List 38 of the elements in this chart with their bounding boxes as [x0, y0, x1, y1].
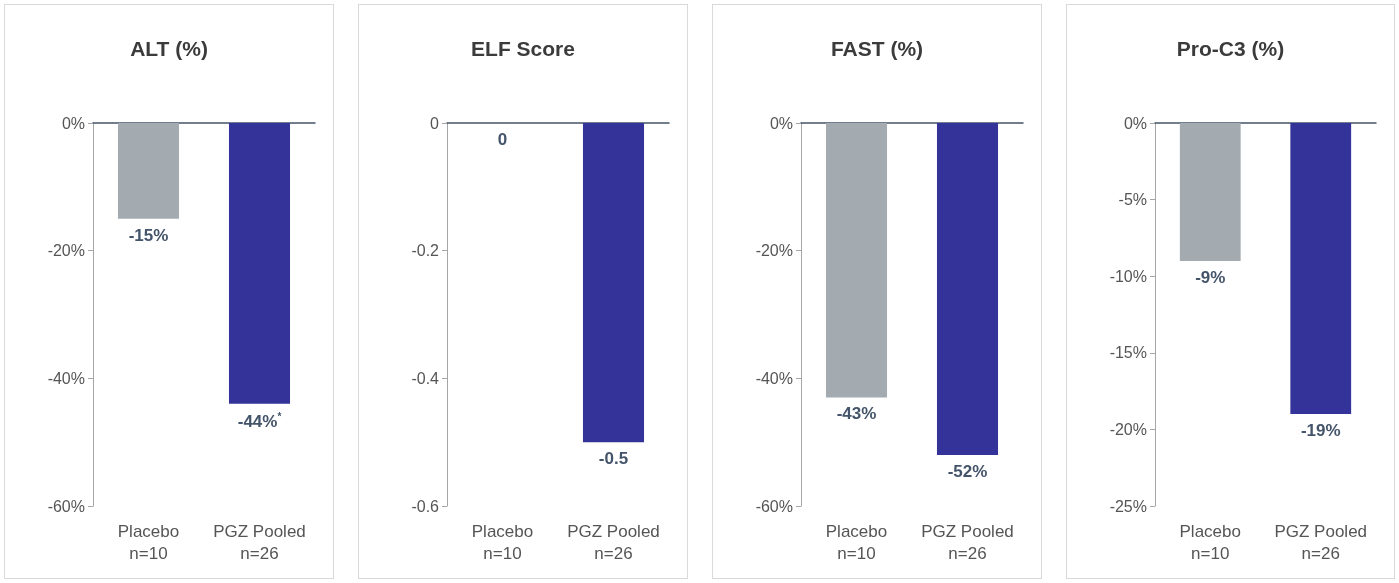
y-tick-label: -0.6 — [411, 497, 440, 515]
y-tick-label: -40% — [755, 369, 793, 387]
x-tick-label: PGZ Pooled n=26 — [1274, 521, 1368, 563]
x-tick-label: PGZ Pooled n=26 — [213, 521, 306, 563]
chart-title: ELF Score — [471, 37, 575, 60]
x-tick-label: PGZ Pooled n=26 — [567, 521, 660, 563]
chart-title: Pro-C3 (%) — [1176, 37, 1285, 60]
x-tick-label: Placebo n=10 — [117, 521, 180, 563]
data-label: -19% — [1300, 421, 1341, 441]
y-tick-label: 0 — [430, 114, 440, 132]
data-label: -0.5 — [598, 449, 629, 469]
y-tick-label: -20% — [1109, 420, 1147, 438]
y-tick-label: -15% — [1109, 344, 1147, 362]
y-tick-label: -5% — [1118, 191, 1147, 209]
x-tick-label: Placebo n=10 — [1179, 521, 1241, 563]
y-tick-label: -20% — [47, 242, 85, 260]
x-tick-label: PGZ Pooled n=26 — [921, 521, 1014, 563]
y-tick-label: 0% — [1123, 114, 1147, 132]
chart-title: ALT (%) — [130, 37, 208, 60]
y-tick-label: -10% — [1109, 267, 1147, 285]
y-tick-label: -0.4 — [411, 369, 440, 387]
y-tick-label: -60% — [755, 497, 793, 515]
x-tick-label: Placebo n=10 — [471, 521, 534, 563]
chart-title: FAST (%) — [830, 37, 924, 60]
data-label: -44%* — [237, 411, 282, 432]
y-tick-label: 0% — [61, 114, 85, 132]
x-tick-label: Placebo n=10 — [825, 521, 888, 563]
data-label: -43% — [836, 404, 877, 424]
data-label: -15% — [128, 225, 169, 245]
data-label: -9% — [1195, 267, 1226, 287]
y-tick-label: -25% — [1109, 497, 1147, 515]
y-tick-label: 0% — [769, 114, 793, 132]
y-tick-label: -40% — [47, 369, 85, 387]
y-tick-label: -20% — [755, 242, 793, 260]
y-tick-label: -60% — [47, 497, 85, 515]
data-label: 0 — [497, 130, 508, 149]
y-tick-label: -0.2 — [411, 242, 440, 260]
data-label: -52% — [947, 461, 988, 481]
